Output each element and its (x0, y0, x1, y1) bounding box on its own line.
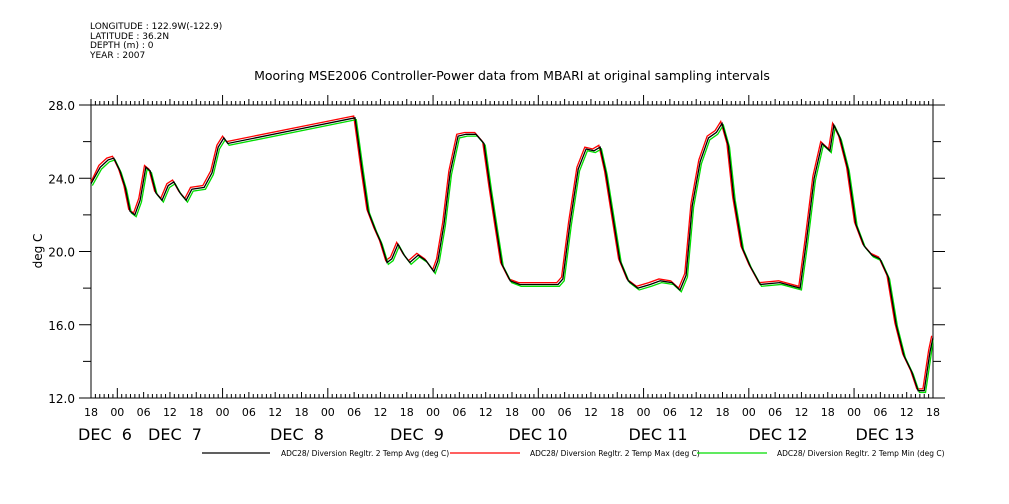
x-tick-label: 06 (558, 406, 572, 419)
x-tick-label: 06 (242, 406, 256, 419)
x-tick-label: 06 (452, 406, 466, 419)
x-date-label: DEC 11 (628, 425, 687, 444)
x-date-label: DEC 10 (508, 425, 567, 444)
x-tick-label: 18 (610, 406, 624, 419)
x-tick-label: 06 (347, 406, 361, 419)
year-label: YEAR : 2007 (90, 50, 146, 61)
x-tick-label: 06 (137, 406, 151, 419)
x-tick-label: 18 (400, 406, 414, 419)
x-tick-label: 18 (505, 406, 519, 419)
x-tick-label: 12 (163, 406, 177, 419)
x-tick-label: 12 (479, 406, 493, 419)
depth-label: DEPTH (m) : 0 (90, 41, 154, 51)
x-date-label: DEC 6 (78, 425, 132, 444)
x-tick-label: 00 (321, 406, 335, 419)
latitude-label: LATITUDE : 36.2N (90, 31, 170, 42)
y-tick-label: 16.0 (48, 319, 75, 333)
x-date-label: DEC 13 (855, 425, 914, 444)
x-tick-label: 00 (426, 406, 440, 419)
x-tick-label: 12 (268, 406, 282, 419)
x-tick-label: 12 (900, 406, 914, 419)
x-tick-label: 06 (873, 406, 887, 419)
x-tick-label: 00 (742, 406, 756, 419)
x-tick-label: 06 (663, 406, 677, 419)
chart-title: Mooring MSE2006 Controller-Power data fr… (254, 68, 770, 83)
x-tick-label: 18 (84, 406, 98, 419)
y-tick-label: 20.0 (48, 246, 75, 260)
x-tick-label: 12 (584, 406, 598, 419)
x-date-label: DEC 8 (270, 425, 324, 444)
x-tick-label: 00 (216, 406, 230, 419)
x-tick-label: 00 (531, 406, 545, 419)
legend-label-1: ADC28/ Diversion Regltr. 2 Temp Max (deg… (530, 449, 700, 458)
x-tick-label: 18 (189, 406, 203, 419)
y-axis-label: deg C (31, 234, 45, 269)
legend-label-2: ADC28/ Diversion Regltr. 2 Temp Min (deg… (777, 449, 945, 458)
x-date-label: DEC 9 (390, 425, 444, 444)
series-line-0 (90, 117, 934, 392)
x-tick-label: 00 (847, 406, 861, 419)
y-tick-label: 24.0 (48, 172, 75, 186)
x-tick-label: 12 (794, 406, 808, 419)
series-line-2 (91, 118, 934, 394)
y-tick-label: 28.0 (48, 99, 75, 113)
x-tick-label: 12 (689, 406, 703, 419)
x-tick-label: 06 (768, 406, 782, 419)
x-tick-label: 18 (716, 406, 730, 419)
y-tick-label: 12.0 (48, 392, 75, 406)
x-tick-label: 00 (110, 406, 124, 419)
x-tick-label: 18 (926, 406, 940, 419)
longitude-label: LONGITUDE : 122.9W(-122.9) (90, 22, 223, 32)
x-tick-label: 00 (637, 406, 651, 419)
legend-label-0: ADC28/ Diversion Regltr. 2 Temp Avg (deg… (281, 449, 449, 458)
x-tick-label: 18 (821, 406, 835, 419)
x-tick-label: 12 (373, 406, 387, 419)
x-date-label: DEC 7 (148, 425, 202, 444)
x-tick-label: 18 (295, 406, 309, 419)
x-date-label: DEC 12 (748, 425, 807, 444)
